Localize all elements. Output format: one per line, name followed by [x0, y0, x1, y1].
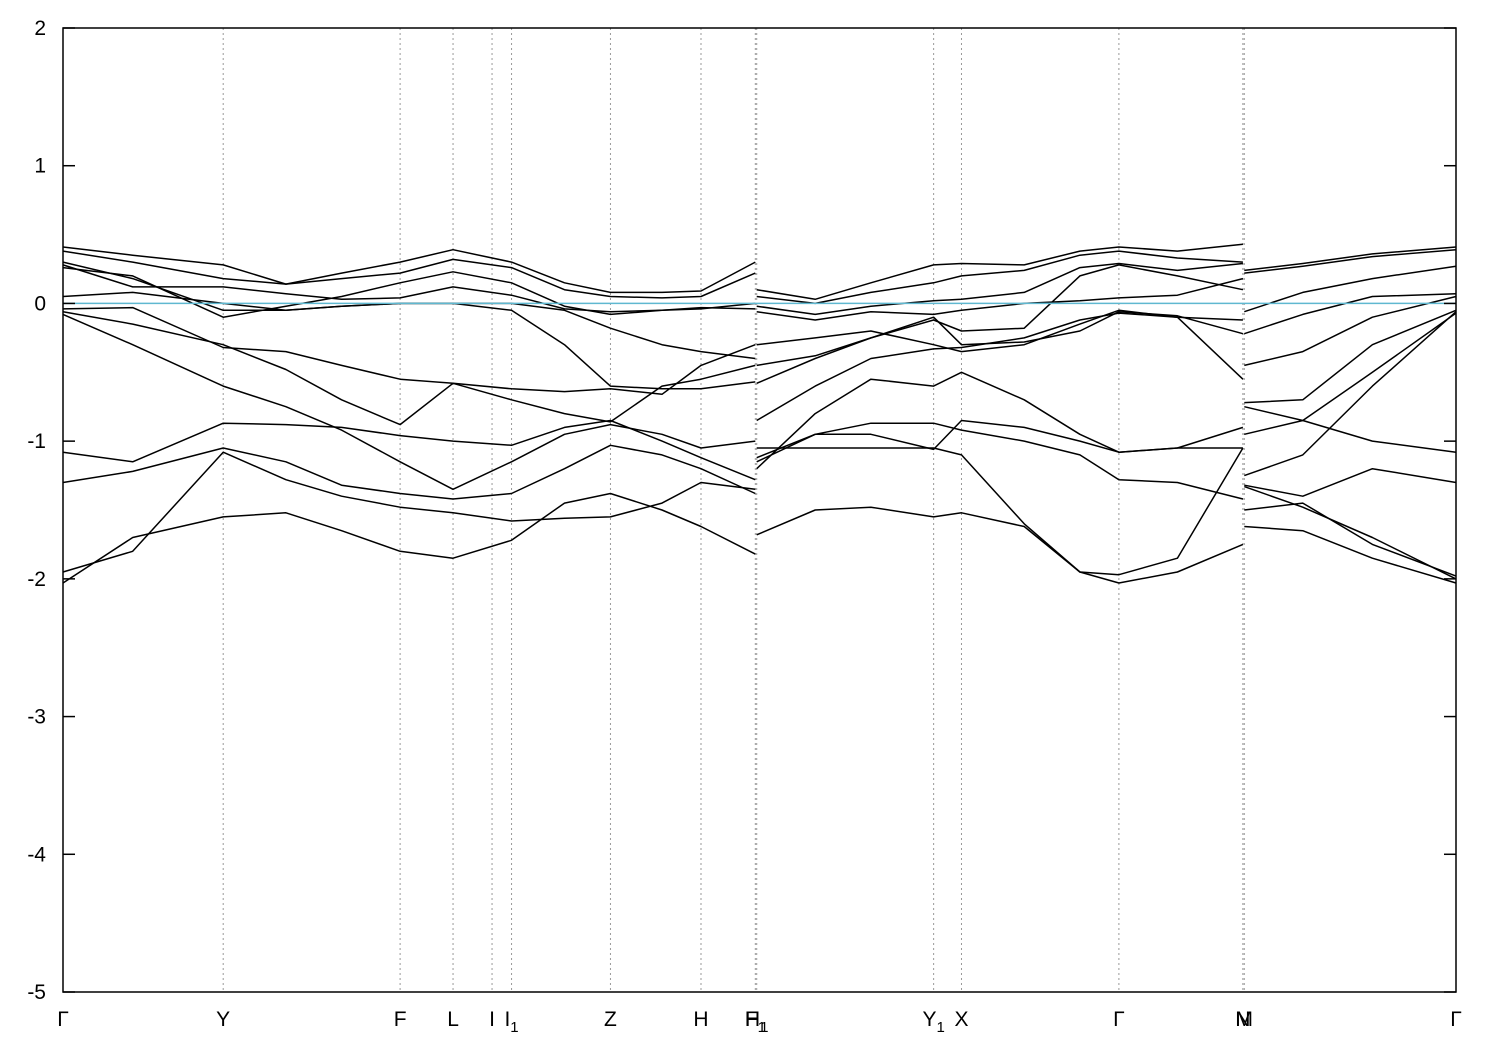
y-tick-label: 2 — [34, 17, 46, 40]
y-tick-label: -5 — [27, 981, 46, 1004]
band-line-4 — [62, 266, 1457, 335]
y-tick-label: 0 — [34, 292, 46, 315]
band-line-7 — [62, 306, 1457, 436]
kpoint-label: X — [954, 1008, 968, 1031]
band-line-10 — [62, 419, 1457, 500]
y-tick-label: 1 — [34, 155, 46, 178]
kpoint-label-subscript: 1 — [758, 1019, 766, 1036]
kpoint-label: N — [1235, 1008, 1250, 1031]
y-tick-label: -1 — [27, 430, 46, 453]
plot-frame — [62, 27, 1457, 993]
kpoint-label: H — [693, 1008, 708, 1031]
kpoint-label-subscript: 1 — [760, 1019, 768, 1036]
kpoint-grid-lines — [222, 28, 1245, 992]
kpoint-label-subscript: 1 — [936, 1019, 944, 1036]
band-lines — [62, 243, 1457, 584]
kpoint-label: I1 — [504, 1008, 518, 1036]
kpoint-label: Y1 — [922, 1008, 944, 1036]
kpoint-label: Γ — [1113, 1008, 1125, 1031]
band-line-3 — [62, 262, 1457, 316]
kpoint-label: M — [1236, 1008, 1254, 1031]
band-line-11 — [62, 419, 1457, 577]
band-line-13 — [62, 492, 1457, 584]
kpoint-label: L — [447, 1008, 459, 1031]
kpoint-label: Z — [604, 1008, 617, 1031]
kpoint-label: Y — [216, 1008, 230, 1031]
kpoint-label: F — [394, 1008, 407, 1031]
y-tick-label: -3 — [27, 706, 46, 729]
y-tick-label: -4 — [27, 843, 46, 866]
band-line-2 — [62, 248, 1457, 305]
kpoint-label: Γ — [1450, 1008, 1462, 1031]
y-axis-ticks: 2 1 0 -1 -2 -3 -4 -5 — [27, 17, 1456, 1004]
kpoint-label: I — [489, 1008, 495, 1031]
y-tick-label: -2 — [27, 568, 46, 591]
kpoint-label-subscript: 1 — [510, 1019, 518, 1036]
band-line-8 — [62, 310, 1457, 477]
kpoint-label: Γ — [57, 1008, 69, 1031]
band-line-1 — [62, 243, 1457, 301]
band-line-12 — [62, 447, 1457, 580]
